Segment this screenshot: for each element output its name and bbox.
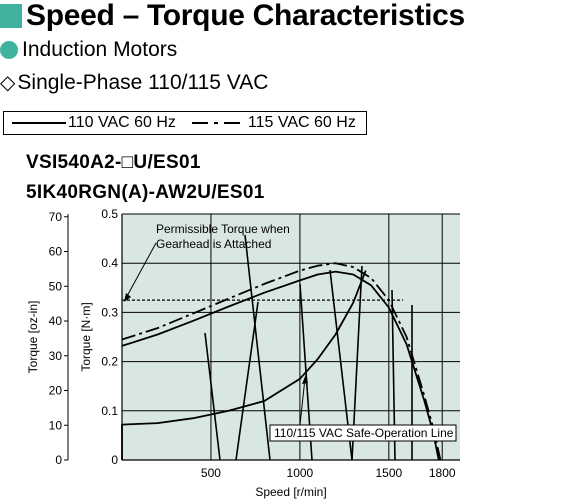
supply-voltage-text: Single-Phase 110/115 VAC [17,71,269,94]
y-tick-label: 0.2 [101,355,118,369]
page-title: Speed – Torque Characteristics [0,0,465,32]
y-axis-label: Torque [N·m] [79,302,93,371]
y-tick-label: 0.5 [101,207,118,221]
square-icon [0,4,22,28]
series-110vac-line [121,270,440,461]
safe-operation-curve [121,270,367,460]
legend-dashdot-label: 115 VAC 60 Hz [247,114,356,131]
model-name-1: VSI540A2-□U/ES01 [26,152,201,173]
model-name-2: 5IK40RGN(A)-AW2U/ES01 [26,182,265,203]
y-secondary-tick-label: 50 [49,279,63,293]
legend: 110 VAC 60 Hz 115 VAC 60 Hz [3,111,367,135]
diamond-icon: ◇ [0,72,16,94]
x-tick-label: 500 [201,466,221,480]
permissible-torque-label: Permissible Torque when [156,222,290,236]
y-tick-label: 0 [111,453,118,467]
y-secondary-tick-label: 70 [49,210,63,224]
y-tick-label: 0.1 [101,404,118,418]
load-line [244,234,271,461]
permissible-torque-label-2: Gearhead is Attached [156,237,271,251]
model-names: VSI540A2-□U/ES01 5IK40RGN(A)-AW2U/ES01 [26,148,265,208]
permissible-arrowhead [124,293,131,302]
x-tick-label: 1800 [429,466,456,480]
y-secondary-tick-label: 40 [49,314,63,328]
load-line [235,301,259,461]
y-secondary-tick-label: 20 [49,384,63,398]
y-tick-label: 0.4 [101,256,118,270]
motor-type-text: Induction Motors [22,38,178,61]
safe-operation-box [269,424,457,442]
safe-operation-leader [299,377,306,426]
legend-dashdot-swatch [191,122,246,124]
safe-operation-label: 110/115 VAC Safe-Operation Line [274,426,454,440]
supply-voltage: ◇ Single-Phase 110/115 VAC [0,70,268,96]
x-axis-label: Speed [r/min] [255,485,326,499]
motor-type: Induction Motors [0,37,177,63]
y-secondary-tick-label: 60 [49,245,63,259]
x-tick-label: 1000 [287,466,314,480]
load-line [204,332,221,461]
y-secondary-tick-label: 10 [49,418,63,432]
y-secondary-tick-label: 0 [55,453,62,467]
y-secondary-tick-label: 30 [49,349,63,363]
legend-solid-label: 110 VAC 60 Hz [68,114,176,131]
safe-operation-arrowhead [302,374,308,384]
y-tick-label: 0.3 [101,305,118,319]
legend-solid-swatch [12,122,66,124]
y-axis-label-secondary: Torque [oz-in] [26,301,40,374]
page-title-text: Speed – Torque Characteristics [26,0,465,32]
permissible-leader [125,242,157,299]
series-115vac-line [121,262,442,461]
circle-icon [0,41,18,59]
x-tick-label: 1500 [375,466,402,480]
